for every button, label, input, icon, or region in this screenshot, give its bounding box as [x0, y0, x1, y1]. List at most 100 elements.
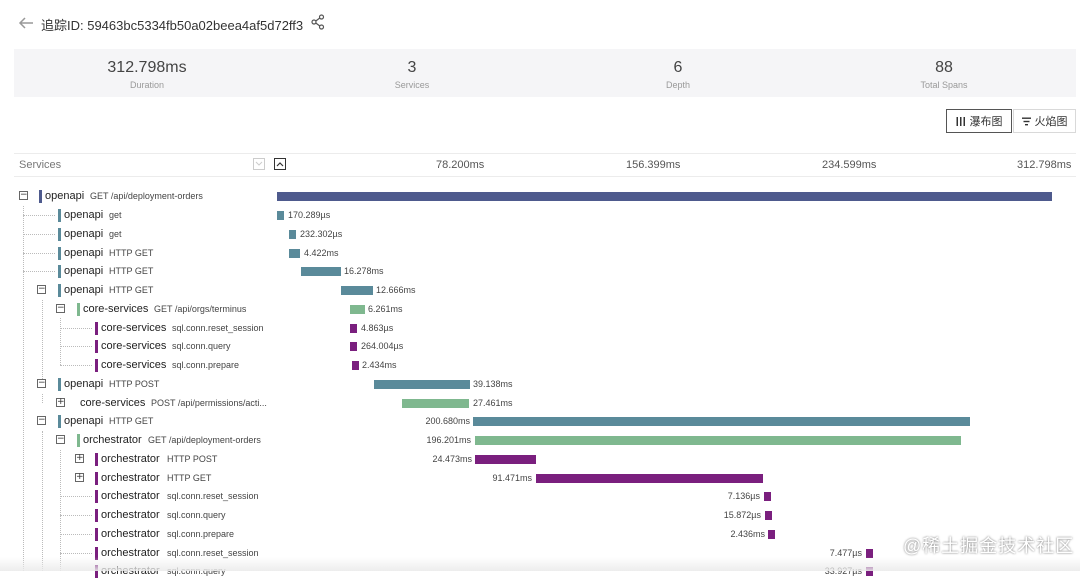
span-duration: 264.004µs — [361, 341, 404, 351]
span-duration: 7.477µs — [829, 548, 862, 558]
span-row[interactable]: orchestrator sql.conn.reset_session 7.47… — [0, 544, 1080, 563]
span-bar[interactable] — [764, 492, 771, 501]
span-row[interactable]: core-services sql.conn.reset_session 4.8… — [0, 319, 1080, 338]
span-row[interactable]: − openapi HTTP POST 39.138ms — [0, 375, 1080, 394]
span-bar[interactable] — [352, 361, 359, 370]
span-service: openapi — [64, 415, 104, 427]
span-row[interactable]: − core-services GET /api/orgs/terminus 6… — [0, 300, 1080, 319]
span-row[interactable]: openapi get 232.302µs — [0, 225, 1080, 244]
tree-guide — [42, 431, 43, 571]
span-operation: sql.conn.reset_session — [167, 548, 259, 558]
span-row[interactable]: + core-services POST /api/permissions/ac… — [0, 394, 1080, 413]
top-bar: 追踪ID: 59463bc5334fb50a02beea4af5d72ff3 — [0, 0, 1080, 46]
span-row[interactable]: core-services sql.conn.prepare 2.434ms — [0, 356, 1080, 375]
span-operation: GET /api/deployment-orders — [90, 191, 203, 201]
waterfall-view-button[interactable]: 瀑布图 — [946, 109, 1012, 133]
span-row[interactable]: − orchestrator GET /api/deployment-order… — [0, 431, 1080, 450]
trace-summary: 312.798ms Duration 3 Services 6 Depth 88… — [14, 49, 1076, 97]
service-color-marker — [95, 472, 98, 485]
expand-toggle-icon[interactable]: + — [75, 472, 84, 482]
service-color-marker — [39, 190, 42, 203]
service-color-marker — [95, 528, 98, 541]
span-row[interactable]: openapi HTTP GET 16.278ms — [0, 262, 1080, 281]
expand-toggle-icon[interactable]: + — [75, 453, 84, 463]
span-duration: 196.201ms — [426, 435, 471, 445]
service-color-marker — [58, 228, 61, 241]
span-bar[interactable] — [350, 342, 357, 351]
span-service: core-services — [80, 397, 146, 409]
service-color-marker — [58, 284, 61, 297]
collapse-toggle-icon[interactable]: − — [56, 434, 65, 444]
span-row[interactable]: − openapi HTTP GET 12.666ms — [0, 281, 1080, 300]
expand-toggle-icon[interactable]: + — [56, 397, 65, 407]
span-bar[interactable] — [289, 249, 300, 258]
span-bar[interactable] — [402, 399, 469, 408]
span-duration: 39.138ms — [473, 379, 513, 389]
span-bar[interactable] — [473, 417, 970, 426]
span-bar[interactable] — [277, 192, 1052, 201]
span-service: openapi — [64, 378, 104, 390]
watermark: @稀土掘金技术社区 — [903, 536, 1075, 556]
service-color-marker — [95, 340, 98, 353]
span-bar[interactable] — [866, 549, 873, 558]
collapse-all-icon[interactable] — [253, 158, 265, 170]
back-arrow-icon[interactable] — [16, 13, 36, 33]
span-row[interactable]: − openapi HTTP GET 200.680ms — [0, 412, 1080, 431]
span-service: orchestrator — [101, 547, 160, 559]
span-row[interactable]: + orchestrator HTTP GET 91.471ms — [0, 469, 1080, 488]
collapse-toggle-icon[interactable]: − — [19, 190, 28, 200]
span-row[interactable]: + orchestrator HTTP POST 24.473ms — [0, 450, 1080, 469]
collapse-toggle-icon[interactable]: − — [37, 284, 46, 294]
span-duration: 15.872µs — [723, 510, 761, 520]
span-operation: sql.conn.reset_session — [167, 491, 259, 501]
span-row[interactable]: orchestrator sql.conn.query 15.872µs — [0, 506, 1080, 525]
span-duration: 24.473ms — [432, 454, 472, 464]
flame-graph-view-button[interactable]: 火焰图 — [1013, 109, 1076, 133]
service-color-marker — [58, 247, 61, 260]
span-operation: HTTP POST — [167, 454, 218, 464]
span-operation: HTTP GET — [167, 473, 212, 483]
span-bar[interactable] — [341, 286, 373, 295]
span-row[interactable]: − openapi GET /api/deployment-orders — [0, 187, 1080, 206]
span-row[interactable]: core-services sql.conn.query 264.004µs — [0, 337, 1080, 356]
span-bar[interactable] — [768, 530, 775, 539]
span-service: openapi — [45, 190, 85, 202]
span-bar[interactable] — [289, 230, 296, 239]
collapse-toggle-icon[interactable]: − — [56, 303, 65, 313]
span-duration: 16.278ms — [344, 266, 384, 276]
span-service: openapi — [64, 209, 104, 221]
collapse-toggle-icon[interactable]: − — [37, 415, 46, 425]
span-service: openapi — [64, 284, 104, 296]
span-bar[interactable] — [475, 436, 961, 445]
span-bar[interactable] — [475, 455, 536, 464]
span-bar[interactable] — [301, 267, 341, 276]
span-duration: 91.471ms — [492, 473, 532, 483]
expand-all-icon[interactable] — [274, 158, 286, 170]
span-duration: 27.461ms — [473, 398, 513, 408]
span-duration: 2.434ms — [362, 360, 397, 370]
span-operation: GET /api/orgs/terminus — [154, 304, 247, 314]
span-bar[interactable] — [277, 211, 284, 220]
span-row[interactable]: orchestrator sql.conn.prepare 2.436ms — [0, 525, 1080, 544]
span-bar[interactable] — [350, 324, 357, 333]
span-operation: get — [109, 210, 122, 220]
span-bar[interactable] — [765, 511, 772, 520]
span-operation: sql.conn.prepare — [167, 529, 235, 539]
tick-label: 234.599ms — [822, 159, 877, 171]
span-operation: HTTP GET — [109, 416, 154, 426]
span-row[interactable]: openapi HTTP GET 4.422ms — [0, 244, 1080, 263]
span-service: core-services — [83, 303, 149, 315]
share-icon[interactable] — [311, 14, 325, 30]
span-row[interactable]: orchestrator sql.conn.reset_session 7.13… — [0, 487, 1080, 506]
span-bar[interactable] — [374, 380, 470, 389]
span-duration: 232.302µs — [300, 229, 343, 239]
span-service: orchestrator — [101, 472, 160, 484]
service-color-marker — [95, 359, 98, 372]
collapse-toggle-icon[interactable]: − — [37, 378, 46, 388]
tree-guide — [60, 318, 61, 365]
span-bar[interactable] — [350, 305, 365, 314]
tree-guide — [60, 450, 61, 571]
span-bar[interactable] — [536, 474, 763, 483]
span-duration: 7.136µs — [727, 491, 760, 501]
span-row[interactable]: openapi get 170.289µs — [0, 206, 1080, 225]
